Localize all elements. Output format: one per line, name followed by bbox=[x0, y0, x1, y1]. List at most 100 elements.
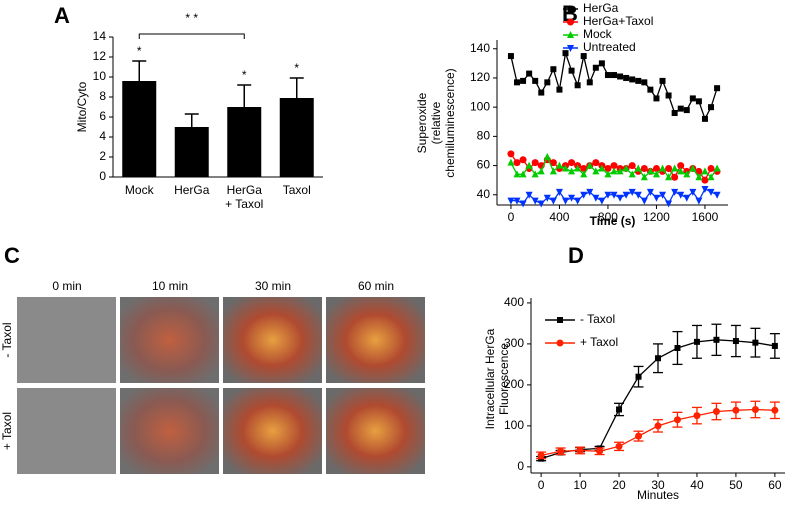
bar bbox=[227, 107, 262, 177]
marker bbox=[567, 6, 574, 12]
marker bbox=[604, 191, 612, 199]
marker bbox=[598, 164, 606, 172]
x-tick-label: 0 bbox=[508, 210, 515, 224]
marker bbox=[562, 50, 569, 57]
marker bbox=[659, 164, 667, 172]
marker bbox=[677, 191, 685, 199]
marker bbox=[531, 197, 539, 205]
legend-label: Mock bbox=[583, 27, 613, 41]
marker bbox=[525, 161, 533, 169]
marker bbox=[604, 72, 611, 79]
marker bbox=[693, 412, 701, 420]
micrograph bbox=[326, 297, 425, 383]
marker bbox=[557, 317, 563, 323]
x-tick-label: HerGa + Taxol bbox=[225, 183, 264, 211]
marker bbox=[616, 406, 623, 413]
marker bbox=[537, 167, 545, 175]
marker bbox=[513, 159, 521, 167]
bar bbox=[122, 81, 157, 177]
micrograph bbox=[120, 297, 219, 383]
panel-label: D bbox=[568, 243, 584, 268]
marker bbox=[556, 339, 564, 347]
marker bbox=[567, 18, 574, 26]
marker bbox=[693, 338, 700, 345]
x-tick-label: 1600 bbox=[692, 210, 719, 224]
marker bbox=[683, 170, 691, 178]
marker bbox=[635, 373, 642, 380]
marker bbox=[701, 167, 709, 175]
y-axis-label: Intracellular HerGa Fluorescence bbox=[483, 328, 511, 429]
marker bbox=[707, 188, 715, 196]
y-tick-label: 60 bbox=[477, 158, 491, 172]
marker bbox=[580, 53, 587, 60]
legend-label: Untreated bbox=[583, 40, 636, 54]
y-tick-label: 80 bbox=[477, 129, 491, 143]
marker bbox=[580, 164, 588, 172]
marker bbox=[665, 200, 673, 208]
micrograph bbox=[120, 388, 219, 474]
marker bbox=[665, 164, 673, 172]
marker bbox=[576, 446, 584, 454]
y-axis-label: Superoxide (relative chemiluminescence) bbox=[415, 67, 457, 178]
marker bbox=[677, 105, 684, 112]
y-tick-label: 120 bbox=[470, 70, 490, 84]
marker bbox=[549, 197, 557, 205]
marker bbox=[562, 164, 570, 172]
bar bbox=[174, 127, 209, 177]
micrograph bbox=[223, 388, 322, 474]
marker bbox=[568, 167, 576, 175]
marker bbox=[701, 176, 709, 184]
marker bbox=[683, 107, 690, 114]
y-tick-label: 0 bbox=[517, 459, 524, 473]
marker bbox=[544, 79, 551, 86]
marker bbox=[622, 191, 630, 199]
marker bbox=[586, 188, 594, 196]
marker bbox=[732, 406, 740, 414]
y-tick-label: 4 bbox=[99, 129, 106, 143]
column-label: 10 min bbox=[152, 279, 188, 293]
marker bbox=[616, 194, 624, 202]
marker bbox=[665, 173, 673, 181]
marker bbox=[654, 422, 662, 430]
marker bbox=[652, 194, 660, 202]
marker bbox=[513, 170, 521, 178]
x-axis-label: Time (s) bbox=[590, 214, 636, 228]
marker bbox=[586, 161, 594, 169]
y-tick-label: 140 bbox=[470, 41, 490, 55]
marker bbox=[557, 447, 565, 455]
marker bbox=[646, 188, 654, 196]
marker bbox=[771, 406, 779, 414]
marker bbox=[712, 408, 720, 416]
significance-mark: * bbox=[242, 68, 247, 82]
panel-label: B bbox=[562, 1, 578, 26]
marker bbox=[659, 77, 666, 84]
marker bbox=[689, 188, 697, 196]
marker bbox=[543, 152, 551, 160]
marker bbox=[574, 197, 582, 205]
marker bbox=[708, 104, 715, 111]
marker bbox=[628, 162, 636, 170]
marker bbox=[652, 164, 660, 172]
marker bbox=[617, 73, 624, 80]
marker bbox=[655, 355, 661, 362]
row-label: - Taxol bbox=[0, 322, 14, 357]
marker bbox=[640, 173, 648, 181]
legend-label: HerGa bbox=[583, 1, 619, 15]
marker bbox=[526, 70, 533, 77]
marker bbox=[555, 188, 563, 196]
marker bbox=[677, 162, 685, 170]
marker bbox=[574, 164, 582, 172]
marker bbox=[549, 159, 557, 167]
marker bbox=[543, 194, 551, 202]
marker bbox=[507, 53, 514, 60]
marker bbox=[532, 77, 539, 84]
marker bbox=[689, 95, 696, 102]
marker bbox=[513, 197, 521, 205]
marker bbox=[592, 64, 599, 71]
marker bbox=[550, 66, 557, 73]
marker bbox=[507, 158, 515, 166]
marker bbox=[628, 170, 636, 178]
x-tick-label: 60 bbox=[768, 478, 782, 492]
x-tick-label: 10 bbox=[573, 478, 587, 492]
